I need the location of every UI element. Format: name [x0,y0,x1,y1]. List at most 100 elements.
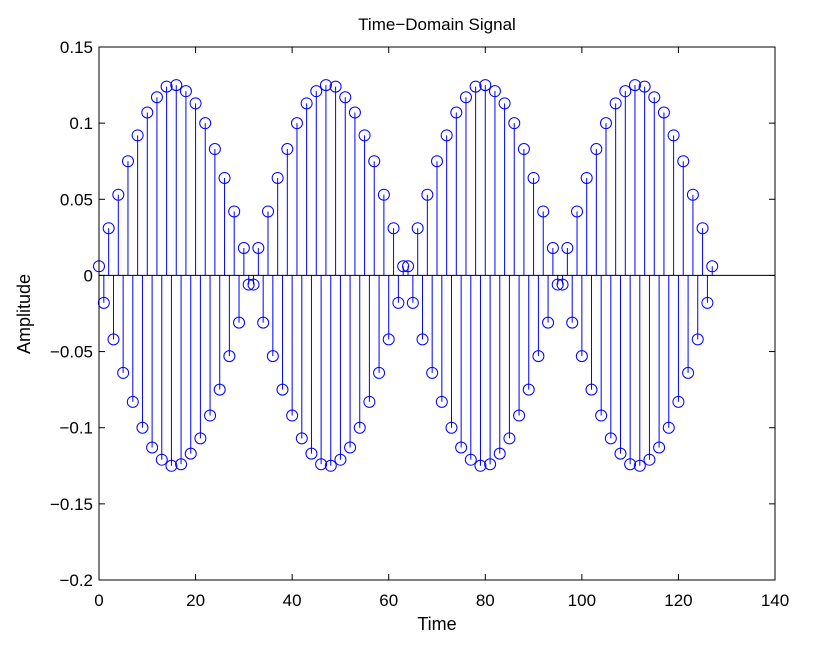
stem-marker [575,350,588,363]
stem-marker [464,453,477,466]
stem-marker [561,242,574,255]
stem-marker [411,222,424,235]
stem-marker [363,395,376,408]
stem-marker [155,453,168,466]
stem-marker [691,333,704,346]
stem-marker [213,383,226,396]
stem-marker [179,85,192,98]
stem-marker [585,383,598,396]
stem-marker [580,171,593,184]
stem-marker [348,106,361,119]
stem-marker [286,409,299,422]
stem-marker [290,117,303,130]
stem-marker [556,278,569,291]
stem-marker [551,278,564,291]
stem-marker [344,441,357,454]
x-tick-label: 40 [283,591,302,610]
stem-marker [537,205,550,218]
stem-marker [146,441,159,454]
stem-marker [706,260,719,273]
stem-marker [358,129,371,142]
x-tick-label: 0 [94,591,103,610]
stem-marker [377,188,390,201]
stem-marker [339,91,352,104]
stem-marker [488,85,501,98]
stem-marker [295,432,308,445]
stem-marker [131,129,144,142]
y-tick-label: 0.1 [69,114,93,133]
stem-marker [590,143,603,156]
stem-marker [387,222,400,235]
stem-marker [276,383,289,396]
stem-marker [324,459,337,472]
chart-title: Time−Domain Signal [358,15,516,34]
stem-marker [619,85,632,98]
stem-marker [682,366,695,379]
y-tick-label: −0.2 [59,571,93,590]
stem-marker [305,447,318,460]
stem-marker [638,80,651,93]
y-tick-label: 0.15 [60,38,93,57]
x-tick-label: 120 [664,591,692,610]
stem-marker [517,143,530,156]
stem-marker [300,97,313,110]
stem-marker [204,409,217,422]
stem-marker [353,421,366,434]
stem-marker [493,447,506,460]
x-axis-label: Time [417,614,456,634]
stem-marker [600,117,612,130]
stem-marker [628,79,641,92]
stem-marker [435,395,448,408]
y-tick-label: −0.1 [59,419,93,438]
stem-marker [696,222,709,235]
stem-marker [508,117,521,130]
x-tick-label: 20 [186,591,205,610]
stem-marker [170,79,183,92]
stem-marker [677,155,690,168]
stem-marker [310,85,323,98]
stem-marker [421,188,434,201]
stem-marker [431,155,443,168]
stem-marker [242,278,255,291]
stem-marker [121,155,134,168]
stem-marker [281,143,294,156]
stem-marker [498,97,511,110]
stem-marker [334,453,347,466]
stem-marker [657,106,670,119]
stem-marker [469,80,482,93]
stem-marker [527,171,540,184]
stem-marker [667,129,680,142]
stem-marker [223,350,236,363]
stem-marker [382,333,395,346]
stem-marker [672,395,685,408]
stem-marker [160,80,173,93]
stem-marker [262,205,274,218]
stem-marker [416,333,429,346]
stem-marker [648,91,661,104]
stem-marker [397,260,410,273]
stem-marker [228,205,241,218]
stem-marker [662,421,675,434]
stem-marker [126,395,139,408]
stem-marker [218,171,231,184]
stem-marker [604,432,617,445]
axis-ticks: 0 20 40 60 80 100 120 140 −0.2 −0.15 −0.1 −0.05 0 0.0… [50,38,789,610]
stem-marker [184,447,197,460]
y-tick-label: −0.15 [50,495,93,514]
stem-marker [406,296,419,309]
stem-marker [566,316,579,329]
stem-marker [237,242,250,255]
stem-marker [392,296,405,309]
stem-marker [199,117,212,130]
stem-marker [175,458,188,471]
stem-marker [373,366,386,379]
stem-marker [233,316,246,329]
stem-marker [503,432,516,445]
stem-marker [474,459,487,472]
stem-marker [257,316,270,329]
stem-marker [522,383,535,396]
stem-marker [315,458,328,471]
stem-marker [643,453,656,466]
stem-marker [189,97,202,110]
